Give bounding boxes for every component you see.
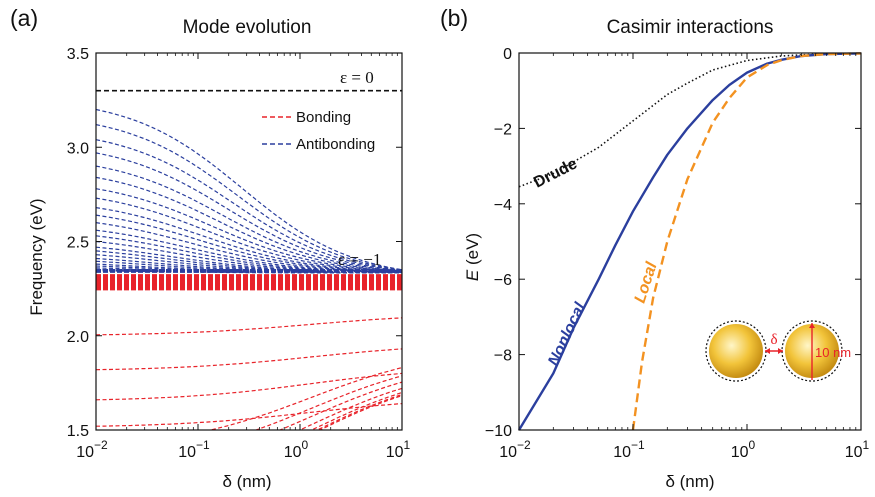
bonding-mode-curve	[96, 348, 402, 371]
bonding-mode-curve	[315, 394, 402, 430]
radius-arrow-head	[809, 323, 815, 328]
panel-b-y-ticks: −10 −8 −6 −4 −2 0	[485, 46, 861, 440]
panel-a-plot-frame	[95, 52, 403, 431]
bonding-mode-curve	[310, 391, 402, 430]
y-tick-label: 2.0	[67, 329, 89, 346]
bonding-mode-curve	[278, 381, 402, 430]
y-tick-label: 1.5	[67, 423, 89, 440]
x-tick-label: 101	[386, 438, 411, 461]
reference-label-eps-minus-1: ε = −1	[338, 250, 381, 269]
antibonding-mode-curve	[96, 176, 402, 272]
y-tick-label: 2.5	[67, 235, 89, 252]
antibonding-mode-curve	[96, 152, 402, 272]
bonding-mode-curve	[318, 395, 402, 430]
x-tick-label: 100	[284, 438, 309, 461]
panel-b: (b) Casimir interactions Drude Nonlocal …	[440, 5, 870, 491]
panel-a-y-label: Frequency (eV)	[27, 198, 46, 315]
panel-a-title: Mode evolution	[183, 17, 312, 38]
panel-b-y-label: E (eV)	[463, 233, 482, 281]
panel-b-label: (b)	[440, 5, 468, 31]
panel-b-title: Casimir interactions	[607, 17, 774, 38]
antibonding-mode-curve	[96, 207, 402, 273]
panel-a-label: (a)	[10, 5, 38, 31]
x-tick-label: 10−2	[76, 438, 108, 461]
antibonding-mode-curve	[96, 139, 402, 271]
legend-antibonding-label: Antibonding	[296, 136, 375, 153]
inset-dimer-schematic: δ 10 nm	[705, 320, 851, 382]
panel-a-x-label: δ (nm)	[222, 472, 271, 491]
reference-label-eps-0: ε = 0	[340, 68, 374, 87]
antibonding-mode-curve	[96, 124, 402, 271]
panel-b-x-label: δ (nm)	[665, 472, 714, 491]
series-label-local: Local	[632, 260, 661, 306]
bonding-mode-curve	[254, 375, 402, 430]
bonding-mode-curve	[207, 367, 402, 430]
antibonding-mode-curve	[96, 108, 402, 271]
y-tick-label: −2	[494, 121, 512, 138]
bonding-mode-curve	[298, 387, 402, 430]
antibonding-mode-curve	[96, 270, 402, 274]
antibonding-mode-curve	[96, 165, 402, 272]
radius-label: 10 nm	[815, 345, 851, 360]
y-tick-label: −10	[485, 423, 512, 440]
y-tick-label: 3.0	[67, 140, 89, 157]
panel-a-y-ticks: 1.5 2.0 2.5 3.0 3.5	[67, 46, 402, 440]
panel-a-mode-curves	[96, 108, 402, 430]
y-tick-label: −8	[494, 348, 512, 365]
y-tick-label: 3.5	[67, 46, 89, 63]
gap-label: δ	[770, 332, 777, 348]
legend-bonding-label: Bonding	[296, 109, 351, 126]
series-line-drude	[518, 52, 862, 188]
panel-a-x-ticks: 10−2 10−1 100 101	[76, 53, 411, 461]
y-tick-label: −4	[494, 197, 512, 214]
antibonding-mode-curve	[96, 197, 402, 273]
x-tick-label: 10−1	[613, 438, 645, 461]
antibonding-mode-curve	[96, 188, 402, 272]
gap-arrow-heads	[765, 348, 783, 354]
panel-a: (a) Mode evolution ε = 0 ε = −1 Bonding …	[10, 5, 411, 491]
panel-a-legend: Bonding Antibonding	[262, 109, 375, 153]
bonding-mode-curve	[96, 317, 402, 336]
bonding-mode-curve	[96, 372, 402, 401]
series-label-nonlocal: Nonlocal	[545, 300, 589, 369]
y-tick-label: 0	[503, 46, 512, 63]
panel-b-plot-frame	[518, 52, 862, 431]
x-tick-label: 10−2	[499, 438, 531, 461]
y-tick-label: −6	[494, 272, 512, 289]
series-label-drude: Drude	[531, 155, 580, 191]
x-tick-label: 100	[731, 438, 756, 461]
bonding-mode-curve	[96, 403, 402, 427]
left-sphere	[709, 324, 763, 378]
antibonding-mode-curve	[96, 222, 402, 273]
right-sphere-outline	[781, 320, 843, 382]
panel-b-x-ticks: 10−2 10−1 100 101	[499, 53, 870, 461]
x-tick-label: 10−1	[178, 438, 210, 461]
x-tick-label: 101	[845, 438, 870, 461]
antibonding-mode-curve	[96, 229, 402, 273]
